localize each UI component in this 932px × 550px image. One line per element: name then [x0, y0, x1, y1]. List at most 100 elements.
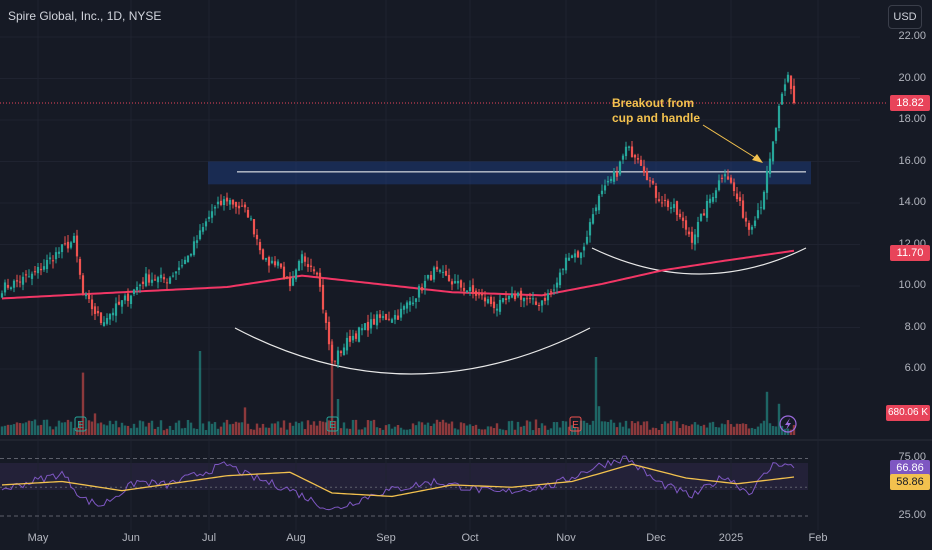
candle-body — [618, 161, 622, 175]
candle-body — [399, 308, 403, 318]
volume-bar — [711, 421, 715, 435]
candle-body — [312, 269, 316, 272]
candle-body — [552, 289, 556, 291]
candle-body — [15, 280, 19, 282]
volume-bar — [615, 427, 619, 435]
candle-body — [258, 242, 262, 251]
candle-body — [72, 235, 76, 243]
volume-bar — [774, 426, 778, 435]
volume-bar — [3, 425, 7, 435]
candle-body — [363, 323, 367, 331]
volume-bar — [624, 420, 628, 435]
candle-body — [243, 204, 247, 208]
candle-body — [60, 244, 64, 253]
candle-body — [597, 195, 601, 211]
volume-bar — [99, 422, 103, 435]
candle-body — [48, 257, 52, 260]
volume-bar — [294, 421, 298, 435]
candle-body — [525, 298, 529, 300]
rsi-ma-line — [1, 463, 795, 498]
volume-bar — [507, 421, 511, 435]
candle-body — [219, 200, 223, 205]
volume-bar — [684, 425, 688, 435]
volume-bar — [435, 419, 439, 435]
volume-bar — [405, 429, 409, 435]
candle-body — [720, 177, 724, 180]
candle-body — [558, 272, 562, 286]
candle-body — [288, 277, 292, 287]
volume-bar — [288, 422, 292, 435]
earnings-marker-box — [569, 416, 582, 432]
candle-body — [732, 182, 736, 192]
candle-body — [261, 249, 265, 260]
candle-body — [165, 282, 169, 284]
volume-bar — [426, 422, 430, 435]
volume-bar — [336, 399, 340, 435]
candle-body — [426, 275, 430, 279]
volume-bar — [213, 422, 217, 435]
volume-bar — [291, 425, 295, 435]
volume-bar — [510, 420, 514, 435]
candle-body — [654, 185, 658, 198]
candle-body — [99, 312, 103, 324]
candle-body — [231, 199, 235, 205]
volume-bar — [642, 421, 646, 435]
candle-body — [186, 255, 190, 263]
price-tick-label: 6.00 — [904, 362, 926, 374]
volume-bar — [486, 426, 490, 435]
volume-bar — [348, 428, 352, 435]
time-tick-label: Dec — [646, 532, 666, 544]
volume-bar — [468, 424, 472, 435]
lightning-icon — [779, 415, 797, 433]
volume-bar — [282, 420, 286, 435]
volume-bar — [591, 420, 595, 435]
candle-body — [507, 295, 511, 300]
candle-body — [180, 265, 184, 267]
rsi-line — [1, 455, 795, 511]
volume-bar — [6, 424, 10, 435]
candle-body — [126, 293, 130, 301]
volume-bar — [681, 424, 685, 435]
candle-body — [624, 146, 628, 157]
candle-body — [621, 155, 625, 160]
volume-bar — [81, 372, 85, 435]
volume-bar — [612, 422, 616, 435]
candle-body — [519, 290, 523, 300]
candle-body — [129, 295, 133, 305]
candle-body — [495, 308, 499, 311]
candle-body — [381, 316, 385, 318]
candle-body — [747, 222, 751, 230]
volume-bar — [747, 428, 751, 435]
volume-bar — [675, 421, 679, 435]
volume-bar — [96, 423, 100, 435]
candle-body — [522, 297, 526, 302]
volume-bar — [789, 429, 793, 435]
volume-bar — [195, 428, 199, 435]
volume-bar — [297, 423, 301, 435]
volume-bar — [660, 423, 664, 435]
candle-body — [171, 275, 175, 277]
volume-bar — [156, 426, 160, 435]
volume-bar — [528, 421, 532, 435]
candle-body — [423, 280, 427, 288]
volume-bar — [459, 422, 463, 435]
candle-body — [192, 241, 196, 255]
volume-bar — [165, 428, 169, 435]
candle-body — [702, 213, 706, 216]
candle-body — [663, 199, 667, 201]
currency-button[interactable]: USD — [888, 5, 922, 29]
candle-body — [564, 257, 568, 271]
volume-bar — [138, 420, 142, 435]
cup-handle-curves — [234, 247, 807, 375]
candle-body — [225, 197, 229, 202]
earnings-marker-box — [74, 416, 87, 432]
candle-body — [462, 287, 466, 291]
candle-body — [441, 271, 445, 273]
volume-bar — [189, 422, 193, 435]
candle-body — [252, 219, 256, 235]
volume-bar — [249, 429, 253, 435]
volume-bar — [552, 422, 556, 435]
candle-body — [297, 261, 301, 271]
candle-body — [21, 276, 25, 285]
